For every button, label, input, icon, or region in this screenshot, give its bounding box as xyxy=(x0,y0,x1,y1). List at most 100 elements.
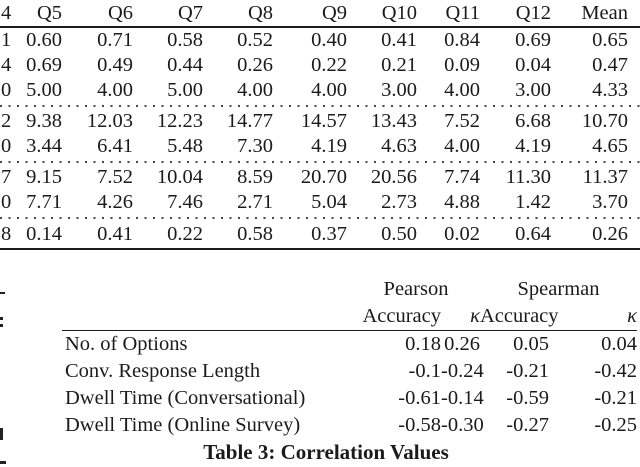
table-cell: 4.19 xyxy=(515,135,551,158)
table-cell: 7.74 xyxy=(444,166,480,189)
table-cell: 4.26 xyxy=(97,191,133,214)
table-cell: 0.02 xyxy=(444,223,480,246)
column-header: Q10 xyxy=(347,0,417,28)
table-cell: 7.71 xyxy=(26,191,62,214)
accuracy-header: Accuracy xyxy=(480,303,559,331)
table-row: Dwell Time (Conversational) -0.61 -0.14 -0.… xyxy=(62,385,637,412)
empty-header-cell xyxy=(62,303,352,331)
table-cell: 8.59 xyxy=(237,166,273,189)
question-score-table: 4 Q5 Q6 Q7 Q8 Q9 Q10 Q11 Q12 Mean 1 0.60 0.71 0.58 0.5… xyxy=(0,0,640,250)
table-cell: 0.60 xyxy=(26,29,62,52)
group-header: Pearson xyxy=(383,278,449,301)
table-cell: 0.69 xyxy=(515,29,551,52)
clipped-cell-fragment: 1 xyxy=(1,29,12,52)
dotted-separator-line xyxy=(0,215,640,221)
correlation-sub-header-row: Accuracy κ Accuracy κ xyxy=(62,303,638,331)
table-cell: 0.50 xyxy=(381,223,417,246)
table-cell: 4.00 xyxy=(311,79,347,102)
dotted-separator xyxy=(0,159,640,165)
table-cell: 0.04 xyxy=(515,54,551,77)
table-cell: 7.30 xyxy=(237,135,273,158)
dotted-separator xyxy=(0,103,640,109)
clipped-char-fragment xyxy=(0,428,3,440)
table-cell: -0.27 xyxy=(506,414,549,437)
table-cell: 0.41 xyxy=(381,29,417,52)
table-cell: 1.42 xyxy=(515,191,551,214)
clipped-cell-fragment: 2 xyxy=(1,110,12,133)
table-row: 4 0.69 0.49 0.44 0.26 0.22 0.21 0.09 0.04 0.47 xyxy=(0,53,640,78)
table-cell: 4.00 xyxy=(237,79,273,102)
table-row: 0 5.00 4.00 5.00 4.00 4.00 3.00 4.00 3.00 4.33 xyxy=(0,78,640,103)
table-row: 0 3.44 6.41 5.48 7.30 4.19 4.63 4.00 4.19 4.65 xyxy=(0,134,640,159)
table-cell: -0.1 xyxy=(408,360,441,383)
row-label: Conv. Response Length xyxy=(65,360,261,383)
table-cell: 7.52 xyxy=(444,110,480,133)
table-cell: 4.00 xyxy=(97,79,133,102)
table-cell: 0.41 xyxy=(97,223,133,246)
table-cell: 0.84 xyxy=(444,29,480,52)
empty-header-cell xyxy=(62,276,352,303)
table-cell: 3.00 xyxy=(381,79,417,102)
column-header: Q12 xyxy=(480,0,551,28)
column-header: Q9 xyxy=(273,0,347,28)
table-cell: -0.42 xyxy=(594,360,638,383)
table-cell: 0.49 xyxy=(97,54,133,77)
row-label: Dwell Time (Online Survey) xyxy=(65,414,301,437)
table-row: Conv. Response Length -0.1 -0.24 -0.21 -0.42 xyxy=(62,358,637,385)
table-cell: 9.15 xyxy=(26,166,62,189)
table-cell: 20.70 xyxy=(300,166,347,189)
table-cell: 4.00 xyxy=(444,135,480,158)
dotted-separator-line xyxy=(0,103,640,109)
table-cell: 0.26 xyxy=(444,333,480,356)
clipped-cell-fragment: 4 xyxy=(1,54,12,77)
table-row: 1 0.60 0.71 0.58 0.52 0.40 0.41 0.84 0.69 0.65 xyxy=(0,27,640,53)
table-cell: 0.69 xyxy=(26,54,62,77)
table-cell: 0.05 xyxy=(513,333,549,356)
clipped-char-fragment xyxy=(0,324,3,327)
table-cell: -0.59 xyxy=(506,387,549,410)
table-cell: 0.04 xyxy=(601,333,638,356)
table-row: 2 9.38 12.03 12.23 14.77 14.57 13.43 7.52 6.68 10… xyxy=(0,109,640,134)
table-cell: 5.00 xyxy=(167,79,203,102)
table-cell: 12.23 xyxy=(156,110,203,133)
table-cell: 14.57 xyxy=(300,110,347,133)
table-cell: -0.21 xyxy=(594,387,638,410)
clipped-char-fragment xyxy=(0,461,6,464)
table-cell: 20.56 xyxy=(370,166,417,189)
table-cell: 4.65 xyxy=(592,135,628,158)
clipped-cell-fragment: 7 xyxy=(1,166,12,189)
table-cell: 7.52 xyxy=(97,166,133,189)
kappa-header: κ xyxy=(441,303,480,331)
table-cell: 0.47 xyxy=(592,54,628,77)
column-header: Q11 xyxy=(417,0,480,28)
table-cell: 11.37 xyxy=(582,166,628,189)
column-header: Q5 xyxy=(11,0,62,28)
table-cell: 2.73 xyxy=(381,191,417,214)
table-cell: 4.00 xyxy=(444,79,480,102)
clipped-cell-fragment: 0 xyxy=(1,135,12,158)
table-cell: 0.64 xyxy=(515,223,551,246)
table-cell: 5.00 xyxy=(26,79,62,102)
table-cell: 3.70 xyxy=(592,191,628,214)
table-cell: -0.61 xyxy=(398,387,441,410)
table-cell: -0.30 xyxy=(441,414,484,437)
accuracy-header: Accuracy xyxy=(352,303,441,331)
table-cell: 0.44 xyxy=(167,54,203,77)
table-cell: 0.58 xyxy=(167,29,203,52)
table-cell: 0.21 xyxy=(381,54,417,77)
table-cell: 6.41 xyxy=(97,135,133,158)
table-cell: 2.71 xyxy=(237,191,273,214)
table-cell: 0.22 xyxy=(167,223,203,246)
table-cell: 3.00 xyxy=(515,79,551,102)
table-cell: 13.43 xyxy=(370,110,417,133)
clipped-column-header-fragment: 4 xyxy=(0,0,11,28)
table-row: 7 9.15 7.52 10.04 8.59 20.70 20.56 7.74 11.30 11.… xyxy=(0,165,640,190)
table-cell: 3.44 xyxy=(26,135,62,158)
table-cell: 0.26 xyxy=(592,223,628,246)
clipped-cell-fragment: 0 xyxy=(1,79,12,102)
table-caption: Table 3: Correlation Values xyxy=(203,440,449,464)
table-cell: 0.26 xyxy=(237,54,273,77)
table-row: 0 7.71 4.26 7.46 2.71 5.04 2.73 4.88 1.42 3.70 xyxy=(0,190,640,215)
question-table-header-row: 4 Q5 Q6 Q7 Q8 Q9 Q10 Q11 Q12 Mean xyxy=(0,0,640,28)
